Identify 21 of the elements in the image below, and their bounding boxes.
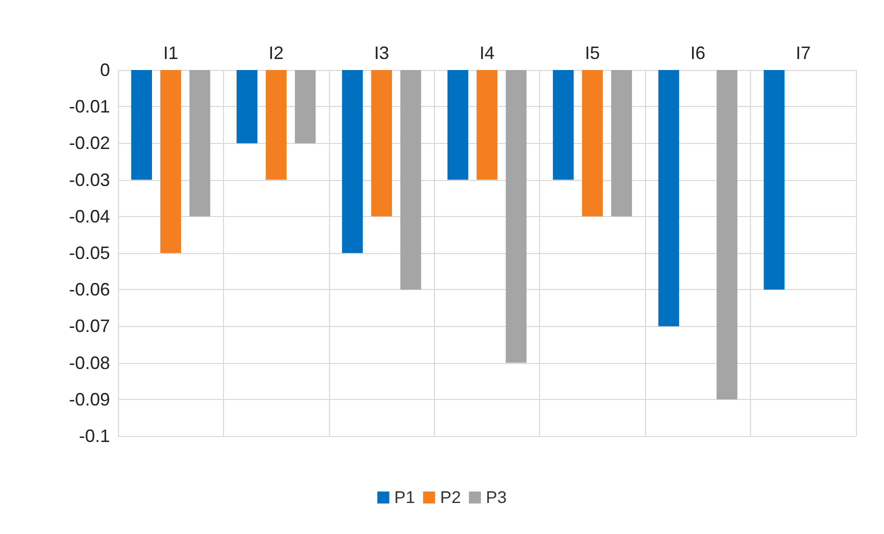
- y-tick-label: -0.08: [68, 352, 110, 373]
- y-tick-label: -0.03: [68, 170, 110, 190]
- x-tick-label: I1: [163, 43, 178, 63]
- y-tick-label: -0.1: [78, 426, 110, 446]
- x-tick-label: I4: [479, 43, 495, 63]
- legend-label: P2: [440, 488, 461, 507]
- legend-label: P1: [394, 488, 416, 507]
- x-tick-label: I7: [796, 43, 811, 63]
- y-tick-label: -0.06: [68, 280, 110, 300]
- y-tick-label: -0.04: [68, 206, 110, 226]
- y-tick-label: -0.05: [68, 243, 110, 263]
- legend-label: P3: [486, 488, 507, 507]
- y-tick-label: -0.07: [68, 316, 110, 336]
- y-tick-label: -0.01: [68, 96, 110, 117]
- x-tick-label: I6: [690, 43, 706, 63]
- y-tick-label: 0: [100, 60, 110, 80]
- x-tick-label: I3: [374, 43, 390, 63]
- x-tick-label: I5: [584, 43, 600, 63]
- y-tick-label: -0.09: [68, 389, 110, 410]
- x-tick-label: I2: [268, 43, 284, 63]
- y-tick-label: -0.02: [68, 133, 110, 154]
